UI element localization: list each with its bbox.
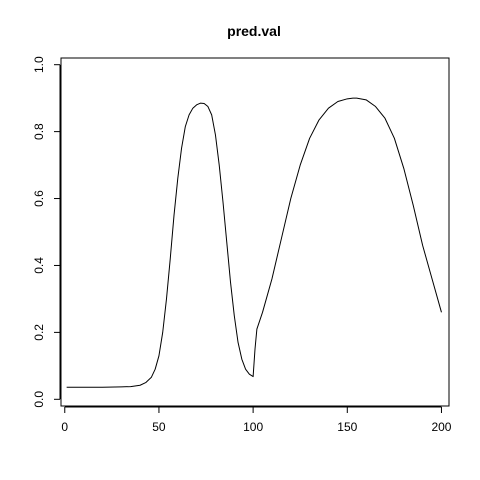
- x-tick-label: 100: [243, 420, 263, 434]
- y-tick-label: 0.6: [32, 190, 46, 207]
- chart-title: pred.val: [227, 23, 281, 39]
- y-tick-label: 0.8: [32, 123, 46, 140]
- x-tick-label: 200: [431, 420, 451, 434]
- series-line: [66, 97, 442, 388]
- x-axis: 0 50 100 150 200: [61, 406, 452, 434]
- y-tick-label: 1.0: [32, 56, 46, 73]
- x-tick-label: 0: [61, 420, 68, 434]
- y-tick-label: 0.2: [32, 324, 46, 341]
- x-tick-label: 150: [337, 420, 357, 434]
- plot-frame: [60, 57, 450, 407]
- y-axis: 0.0 0.2 0.4 0.6 0.8 1.0: [32, 56, 61, 408]
- y-tick-label: 0.0: [32, 391, 46, 408]
- x-tick-label: 50: [152, 420, 166, 434]
- series-layer: [66, 97, 442, 388]
- y-tick-label: 0.4: [32, 257, 46, 274]
